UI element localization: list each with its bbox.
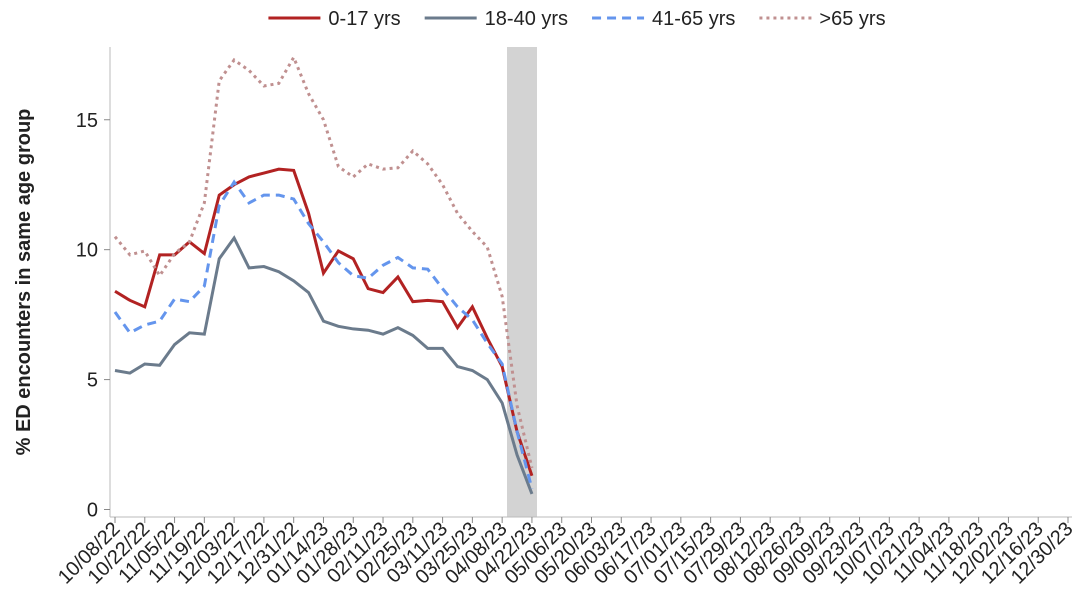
legend: 0-17 yrs 18-40 yrs 41-65 yrs >65 yrs xyxy=(268,8,886,30)
legend-label: 18-40 yrs xyxy=(485,8,568,30)
y-tick-label: 15 xyxy=(76,110,98,132)
series-line xyxy=(113,53,534,469)
y-tick-label: 0 xyxy=(87,500,98,522)
legend-label: 0-17 yrs xyxy=(328,8,400,30)
y-tick-label: 5 xyxy=(87,370,98,392)
legend-label: >65 yrs xyxy=(819,8,885,30)
y-axis-label: % ED encounters in same age group xyxy=(13,109,35,456)
series-line xyxy=(113,179,534,490)
series-line xyxy=(114,235,534,495)
y-tick-label: 10 xyxy=(76,240,98,262)
legend-label: 41-65 yrs xyxy=(652,8,735,30)
